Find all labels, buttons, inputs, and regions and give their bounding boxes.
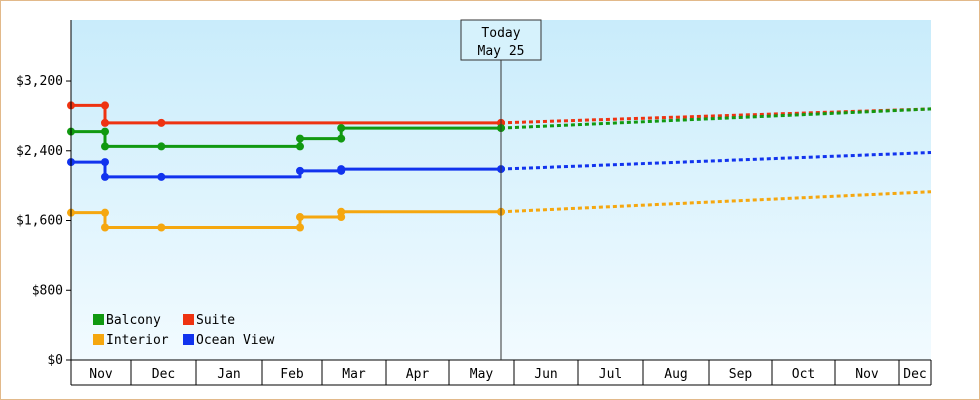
y-tick-label: $1,600 [16, 214, 63, 229]
series-point [337, 134, 346, 143]
series-point [296, 223, 304, 232]
series-point [157, 142, 166, 151]
x-month-label: Sep [729, 367, 753, 382]
legend-label: Ocean View [196, 333, 274, 348]
series-point [296, 166, 304, 175]
today-marker: Today May 25 [460, 19, 542, 360]
x-month-label: Apr [406, 367, 430, 382]
y-tick-label: $800 [32, 283, 63, 298]
series-point [101, 142, 109, 151]
x-month-label: Mar [342, 367, 366, 382]
y-tick-label: $2,400 [16, 144, 63, 159]
x-month-label: Dec [903, 367, 926, 382]
series-point [101, 118, 109, 127]
series-point [296, 142, 304, 151]
series-point [337, 124, 346, 133]
legend-swatch [93, 314, 104, 325]
y-tick-label: $0 [47, 353, 63, 368]
today-date: May 25 [478, 44, 525, 59]
legend-swatch [183, 314, 194, 325]
series-point [296, 213, 304, 222]
series-point [157, 172, 166, 181]
series-point [296, 134, 304, 143]
series-point [101, 127, 109, 136]
x-month-label: Jul [599, 367, 622, 382]
series-forecast-line [500, 107, 932, 130]
series-point [337, 165, 346, 174]
series-point [101, 101, 109, 110]
x-month-label: Jan [217, 367, 240, 382]
series-point [157, 223, 166, 232]
series-forecast-line [500, 151, 932, 171]
legend-swatch [93, 334, 104, 345]
x-month-label: Jun [534, 367, 557, 382]
x-month-label: Dec [152, 367, 175, 382]
legend-label: Suite [196, 313, 235, 328]
x-month-label: Nov [855, 367, 879, 382]
legend-label: Balcony [106, 313, 161, 328]
series-forecast-line [500, 190, 932, 214]
legend-label: Interior [106, 333, 169, 348]
today-box [460, 19, 542, 61]
series-point [101, 223, 109, 232]
x-month-label: Feb [280, 367, 304, 382]
today-label: Today [481, 26, 520, 41]
series-point [157, 118, 166, 127]
x-month-label: May [470, 367, 494, 382]
series-group [67, 101, 932, 232]
x-month-label: Oct [792, 367, 815, 382]
x-month-label: Aug [664, 367, 687, 382]
y-tick-label: $3,200 [16, 74, 63, 89]
series-point [101, 208, 109, 217]
legend: Balcony Suite Interior Ocean View [93, 313, 274, 348]
y-axis: $0 $800 $1,600 $2,400 $3,200 [16, 74, 71, 368]
x-axis: Nov Dec Jan Feb Mar Apr May Jun Jul Aug Sep Oct Nov D… [70, 359, 932, 386]
series-point [101, 172, 109, 181]
series-point [101, 158, 109, 167]
legend-swatch [183, 334, 194, 345]
x-month-label: Nov [89, 367, 113, 382]
series-point [337, 207, 346, 216]
